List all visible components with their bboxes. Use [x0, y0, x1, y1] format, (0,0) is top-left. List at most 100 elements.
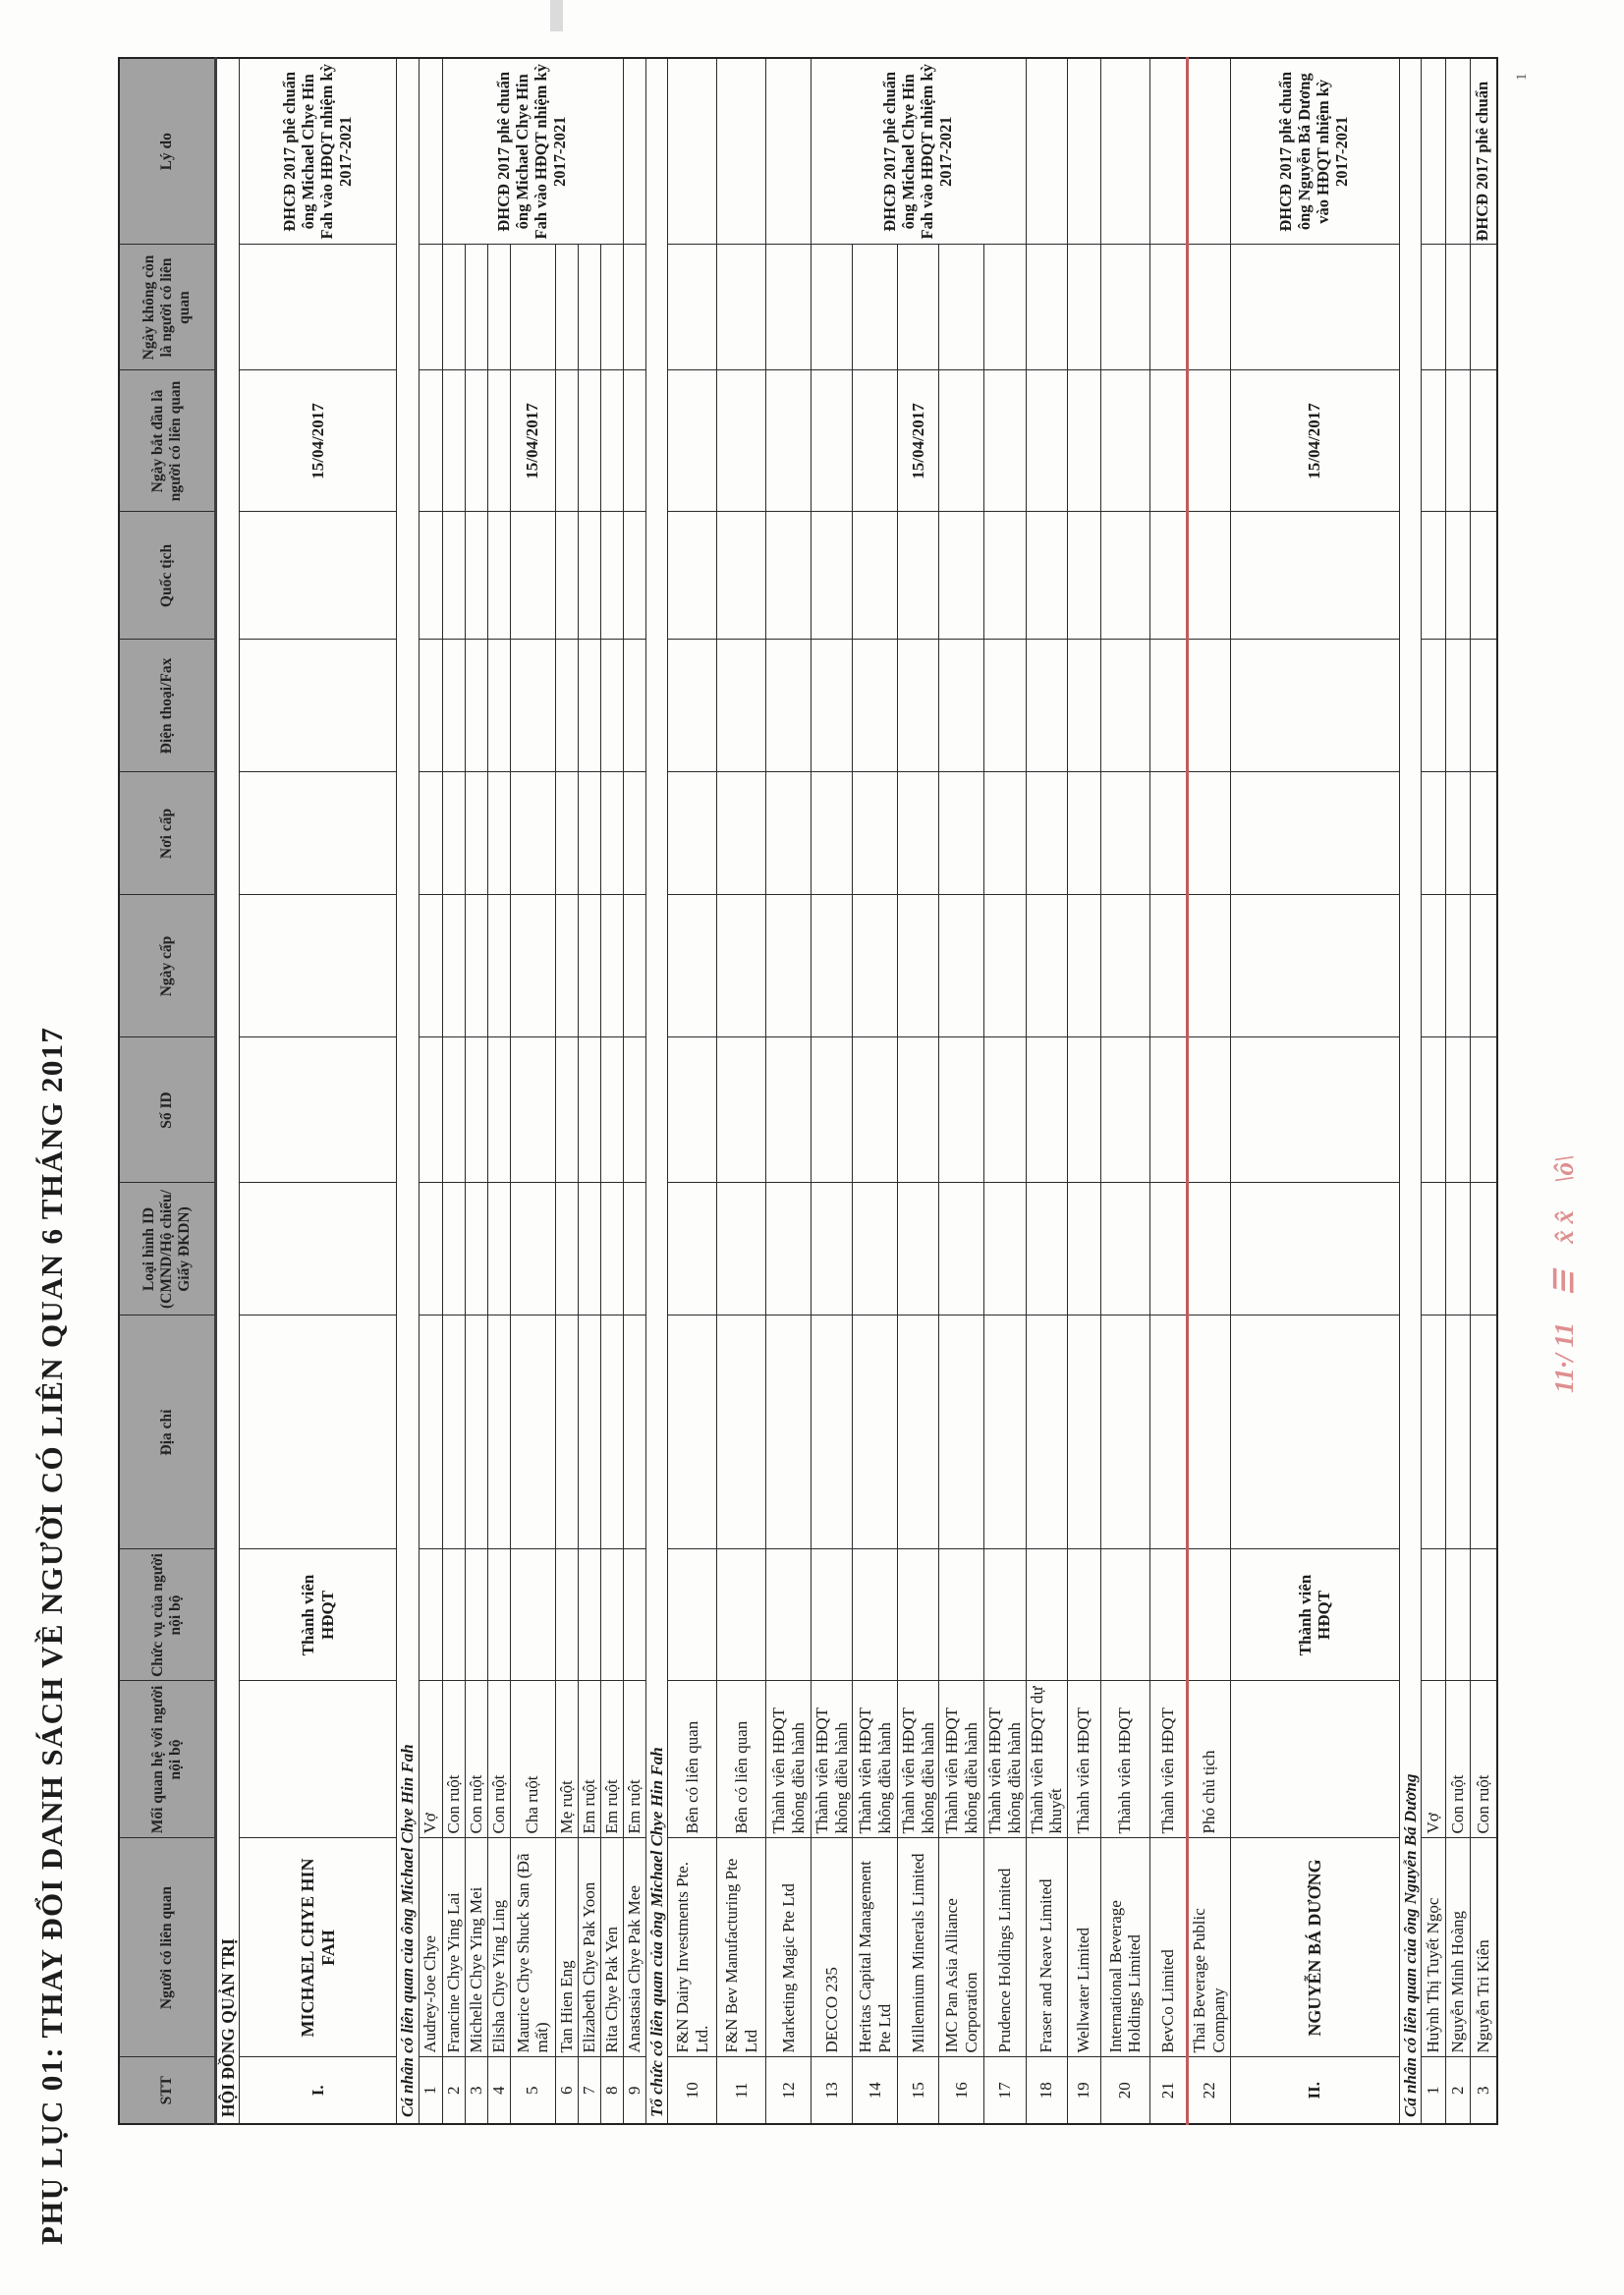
cell-name: Fraser and Neave Limited: [1026, 1838, 1068, 2057]
cell-phone: [419, 640, 443, 772]
cell-phone: [1445, 640, 1471, 772]
cell-id-type: [1421, 1183, 1446, 1315]
cell-issue-place: [1445, 772, 1471, 895]
cell-phone: [1470, 640, 1497, 772]
cell-relation: Em ruột: [578, 1681, 601, 1838]
cell-id-number: [1026, 1037, 1068, 1183]
cell-start-date: [1421, 370, 1446, 512]
cell-relation: [239, 1681, 397, 1838]
cell-relation: Con ruột: [465, 1681, 488, 1838]
cell-issue-date: [983, 895, 1026, 1037]
cell-relation: Thành viên HĐQT không điều hành: [938, 1681, 984, 1838]
cell-id-type: [983, 1183, 1026, 1315]
table-row: 11 F&N Bev Manufacturing Pte Ltd Bên có li…: [716, 58, 766, 2124]
cell-stt: 3: [1470, 2057, 1497, 2124]
cell-stt: 15: [897, 2057, 939, 2124]
cell-id-number: [667, 1037, 717, 1183]
cell-id-number: [897, 1037, 939, 1183]
cell-end-date: [419, 245, 443, 370]
cell-issue-place: [1149, 772, 1188, 895]
cell-relation: Con ruột: [442, 1681, 466, 1838]
cell-issue-place: [600, 772, 624, 895]
cell-start-date: [716, 370, 766, 512]
cell-id-type: [578, 1183, 601, 1315]
cell-end-date: [716, 245, 766, 370]
cell-relation: Thành viên HĐQT: [1149, 1681, 1188, 1838]
cell-issue-date: [1149, 895, 1188, 1037]
cell-address: [852, 1315, 898, 1549]
cell-issue-place: [578, 772, 601, 895]
cell-start-date: [1187, 370, 1231, 512]
cell-nationality: [765, 512, 812, 640]
cell-name: IMC Pan Asia Alliance Corporation: [938, 1838, 984, 2057]
cell-address: [1067, 1315, 1101, 1549]
cell-phone: [1149, 640, 1188, 772]
section-label: Tổ chức có liên quan của ông Michael Chy…: [645, 58, 668, 2124]
cell-position: [1470, 1549, 1497, 1681]
cell-nationality: [716, 512, 766, 640]
cell-phone: [1026, 640, 1068, 772]
cell-issue-date: [1421, 895, 1446, 1037]
page-title: PHỤ LỤC 01: THAY ĐỔI DANH SÁCH VỀ NGƯỜI …: [34, 1026, 69, 2245]
column-header: Mối quan hệ với người nội bộ: [119, 1681, 216, 1838]
cell-end-date: [442, 245, 466, 370]
cell-relation: Mẹ ruột: [555, 1681, 579, 1838]
cell-start-date: [667, 370, 717, 512]
cell-nationality: [1067, 512, 1101, 640]
section-label: HỘI ĐỒNG QUẢN TRỊ: [215, 58, 240, 2124]
cell-reason: [1026, 58, 1068, 245]
cell-phone: [555, 640, 579, 772]
table-row: 7 Elizabeth Chye Pak Yoon Em ruột: [578, 58, 601, 2124]
cell-phone: [1421, 640, 1446, 772]
cell-start-date: [555, 370, 579, 512]
cell-nationality: [487, 512, 511, 640]
cell-stt: 14: [852, 2057, 898, 2124]
table-row: 6 Tan Hien Eng Mẹ ruột: [555, 58, 579, 2124]
cell-issue-date: [419, 895, 443, 1037]
cell-address: [667, 1315, 717, 1549]
cell-start-date: 15/04/2017: [510, 370, 556, 512]
cell-reason: [716, 58, 766, 245]
cell-phone: [239, 640, 397, 772]
cell-end-date: [1230, 245, 1400, 370]
cell-address: [1100, 1315, 1150, 1549]
cell-id-number: [765, 1037, 812, 1183]
cell-address: [465, 1315, 488, 1549]
cell-reason: ĐHCĐ 2017 phê chuẩn ông Michael Chye Hin…: [811, 58, 1026, 245]
cell-stt: 1: [1421, 2057, 1446, 2124]
cell-name: Wellwater Limited: [1067, 1838, 1101, 2057]
cell-relation: Em ruột: [623, 1681, 646, 1838]
cell-start-date: [1149, 370, 1188, 512]
cell-issue-date: [442, 895, 466, 1037]
cell-end-date: [1026, 245, 1068, 370]
cell-position: [765, 1549, 812, 1681]
cell-nationality: [1100, 512, 1150, 640]
cell-issue-place: [442, 772, 466, 895]
cell-phone: [623, 640, 646, 772]
cell-id-type: [1230, 1183, 1400, 1315]
cell-start-date: [465, 370, 488, 512]
cell-address: [578, 1315, 601, 1549]
cell-relation: Bên có liên quan: [667, 1681, 717, 1838]
column-header: Ngày bắt đầu là người có liên quan: [119, 370, 216, 512]
cell-end-date: [578, 245, 601, 370]
cell-reason: [1149, 58, 1188, 245]
cell-id-type: [239, 1183, 397, 1315]
cell-issue-place: [1187, 772, 1231, 895]
cell-relation: Vợ: [1421, 1681, 1446, 1838]
cell-nationality: [811, 512, 853, 640]
cell-issue-place: [852, 772, 898, 895]
cell-position: [487, 1549, 511, 1681]
cell-issue-place: [667, 772, 717, 895]
cell-name: Huỳnh Thị Tuyết Ngọc: [1421, 1838, 1446, 2057]
cell-issue-date: [487, 895, 511, 1037]
cell-stt: 7: [578, 2057, 601, 2124]
cell-stt: 17: [983, 2057, 1026, 2124]
table-row: 14 Heritas Capital Management Pte Ltd Thàn…: [852, 58, 898, 2124]
cell-nationality: [1421, 512, 1446, 640]
cell-name: Maurice Chye Shuck San (Đã mất): [510, 1838, 556, 2057]
cell-issue-place: [1421, 772, 1446, 895]
column-header: Ngày cấp: [119, 895, 216, 1037]
cell-issue-date: [465, 895, 488, 1037]
cell-end-date: [667, 245, 717, 370]
